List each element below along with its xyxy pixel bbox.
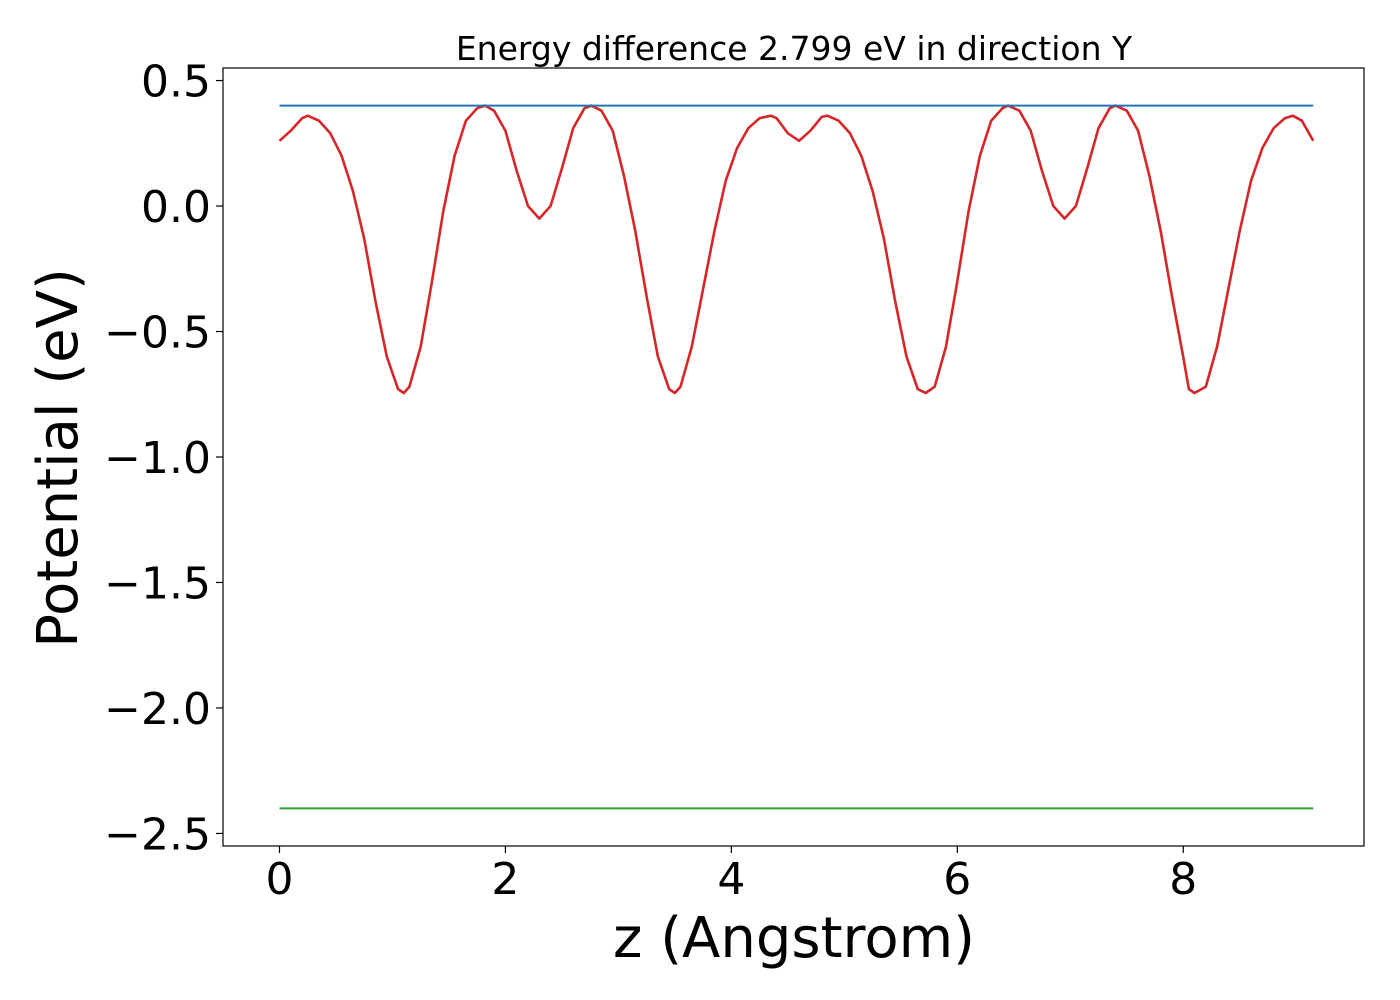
x-tick-label: 0: [265, 854, 293, 905]
x-tick-label: 6: [943, 854, 971, 905]
y-tick-label: −0.5: [104, 308, 211, 359]
x-tick-label: 4: [717, 854, 745, 905]
plot-frame: [222, 67, 1365, 847]
y-tick-label: −2.0: [104, 684, 211, 735]
y-tick-label: −1.0: [104, 433, 211, 484]
chart-title: Energy difference 2.799 eV in direction …: [456, 29, 1133, 68]
x-tick-label: 2: [491, 854, 519, 905]
x-axis-label: z (Angstrom): [613, 906, 975, 971]
y-tick-label: −1.5: [104, 558, 211, 609]
y-tick-label: 0.5: [141, 57, 211, 108]
ticks-layer: 0 2 4 6 8 0.5 0.0 −0.5 −1.0 −1.5 −2.0 −2.5: [104, 57, 1197, 905]
y-tick-label: 0.0: [141, 182, 211, 233]
y-tick-label: −2.5: [104, 809, 211, 860]
series-line-1: [278, 104, 1315, 395]
y-axis-label: Potential (eV): [26, 268, 91, 648]
series-layer: [278, 104, 1315, 810]
x-tick-label: 8: [1169, 854, 1197, 905]
